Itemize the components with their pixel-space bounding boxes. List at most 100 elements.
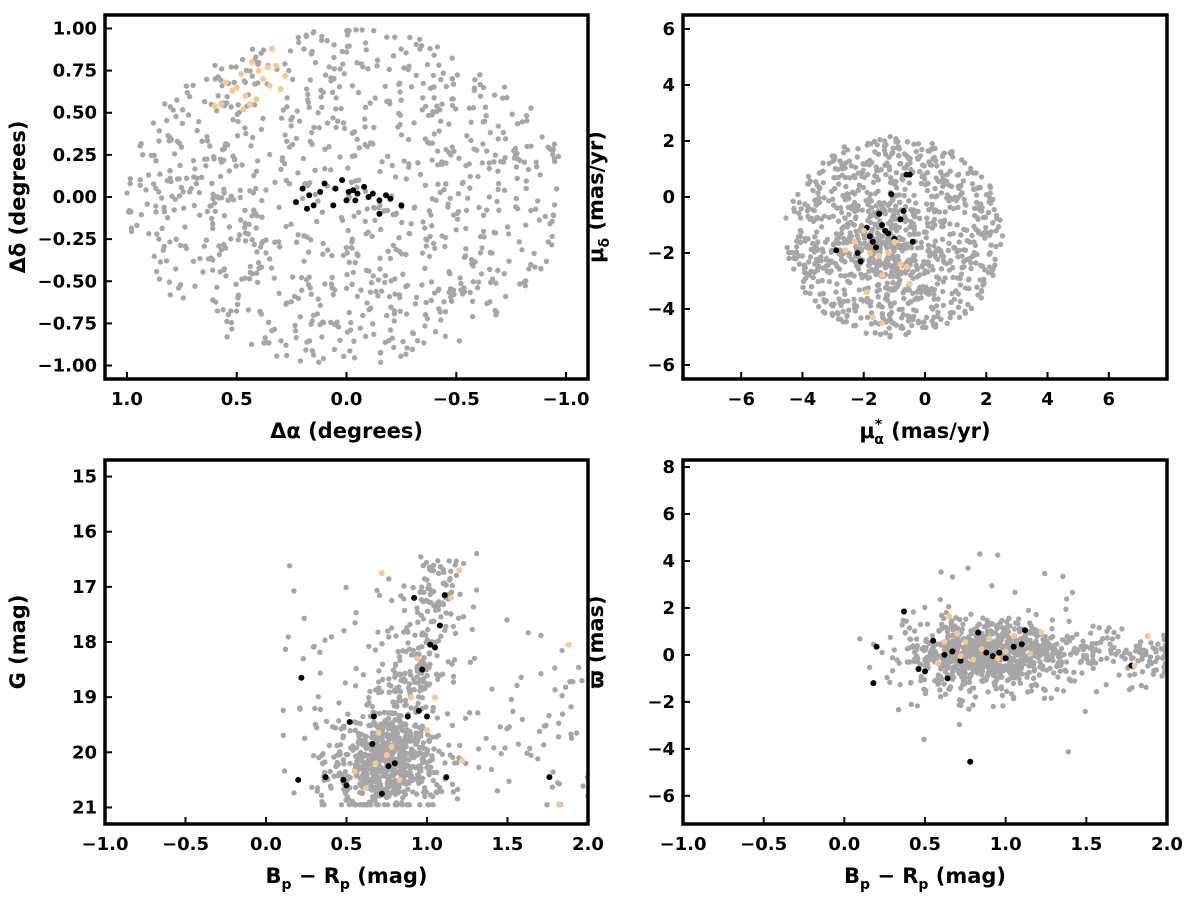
- member-star-point: [897, 216, 904, 223]
- field-star-point: [184, 89, 190, 96]
- field-star-point: [454, 210, 461, 217]
- field-star-point: [947, 314, 953, 321]
- field-star-point: [436, 128, 442, 134]
- field-star-point: [848, 271, 854, 277]
- field-star-point: [199, 138, 205, 144]
- field-star-point: [883, 171, 889, 178]
- field-star-point: [973, 186, 979, 192]
- field-star-point: [861, 235, 868, 241]
- field-star-point: [889, 273, 896, 279]
- field-star-point: [435, 676, 441, 682]
- field-star-point: [855, 187, 861, 193]
- field-star-point: [486, 194, 492, 200]
- field-star-point: [522, 283, 528, 289]
- field-star-point: [887, 207, 893, 213]
- field-star-point: [958, 232, 964, 238]
- field-star-point: [910, 221, 916, 227]
- field-star-point: [395, 124, 401, 130]
- field-star-point: [525, 630, 531, 636]
- field-star-point: [384, 34, 390, 40]
- field-star-point: [800, 278, 807, 284]
- field-star-point: [836, 266, 843, 272]
- field-star-point: [156, 276, 163, 282]
- field-star-point: [966, 679, 973, 685]
- field-star-point: [961, 258, 967, 265]
- field-star-point: [286, 181, 293, 187]
- candidate-star-point: [860, 227, 867, 234]
- field-star-point: [222, 245, 229, 251]
- field-star-point: [376, 710, 383, 717]
- field-star-point: [347, 760, 353, 767]
- field-star-point: [414, 739, 420, 745]
- field-star-point: [242, 125, 248, 131]
- field-star-point: [466, 710, 473, 716]
- field-star-point: [954, 625, 961, 631]
- field-star-point: [412, 632, 418, 638]
- field-star-point: [848, 163, 855, 169]
- field-star-point: [350, 743, 356, 749]
- candidate-star-point: [556, 801, 562, 808]
- field-star-point: [843, 183, 849, 190]
- field-star-point: [242, 275, 248, 281]
- candidate-star-point: [903, 264, 910, 270]
- field-star-point: [401, 65, 407, 71]
- field-star-point: [925, 259, 931, 265]
- candidate-star-point: [240, 106, 247, 113]
- field-star-point: [1016, 676, 1022, 682]
- member-star-point: [376, 197, 383, 204]
- field-star-point: [259, 214, 265, 220]
- candidate-star-point: [424, 727, 430, 734]
- field-star-point: [523, 185, 529, 192]
- field-star-point: [895, 273, 901, 280]
- field-star-point: [1007, 623, 1013, 629]
- field-star-point: [987, 184, 993, 190]
- field-star-point: [282, 646, 289, 652]
- y-tick-label: 2: [662, 598, 675, 619]
- field-star-point: [225, 197, 231, 203]
- field-star-point: [334, 319, 340, 325]
- field-star-point: [904, 139, 911, 145]
- field-star-point: [368, 280, 375, 286]
- field-star-point: [198, 174, 205, 180]
- field-star-point: [436, 62, 442, 68]
- field-star-point: [1048, 635, 1054, 641]
- field-star-point: [395, 648, 401, 655]
- member-star-point: [346, 719, 353, 725]
- field-star-point: [429, 734, 435, 740]
- field-star-point: [423, 597, 430, 604]
- field-star-point: [923, 688, 929, 694]
- field-star-point: [527, 745, 533, 752]
- field-star-point: [919, 173, 925, 180]
- member-star-point: [376, 210, 383, 217]
- field-star-point: [930, 655, 936, 662]
- field-star-point: [1138, 682, 1145, 689]
- field-star-point: [456, 338, 463, 344]
- field-star-point: [188, 185, 194, 192]
- field-star-point: [351, 129, 358, 135]
- candidate-star-point: [954, 630, 961, 637]
- field-star-point: [834, 281, 840, 287]
- field-star-point: [295, 295, 302, 302]
- x-tick-label: −4: [789, 389, 817, 410]
- field-star-point: [934, 281, 941, 287]
- member-star-point: [352, 197, 359, 204]
- field-star-point: [423, 103, 429, 110]
- y-tick-label: 0: [662, 645, 675, 666]
- field-star-point: [875, 294, 881, 300]
- field-star-point: [179, 120, 186, 127]
- y-axis-label: Δδ (degrees): [6, 121, 30, 274]
- field-star-point: [431, 95, 437, 101]
- field-star-point: [192, 283, 198, 289]
- field-star-point: [836, 296, 842, 302]
- field-star-point: [410, 584, 416, 591]
- field-star-point: [156, 189, 162, 195]
- field-star-point: [259, 197, 265, 204]
- field-star-point: [439, 159, 445, 165]
- field-star-point: [984, 617, 990, 623]
- field-star-point: [293, 135, 300, 142]
- candidate-star-point: [869, 314, 876, 321]
- candidate-star-point: [885, 250, 892, 256]
- field-star-point: [867, 197, 873, 204]
- field-star-point: [403, 351, 409, 357]
